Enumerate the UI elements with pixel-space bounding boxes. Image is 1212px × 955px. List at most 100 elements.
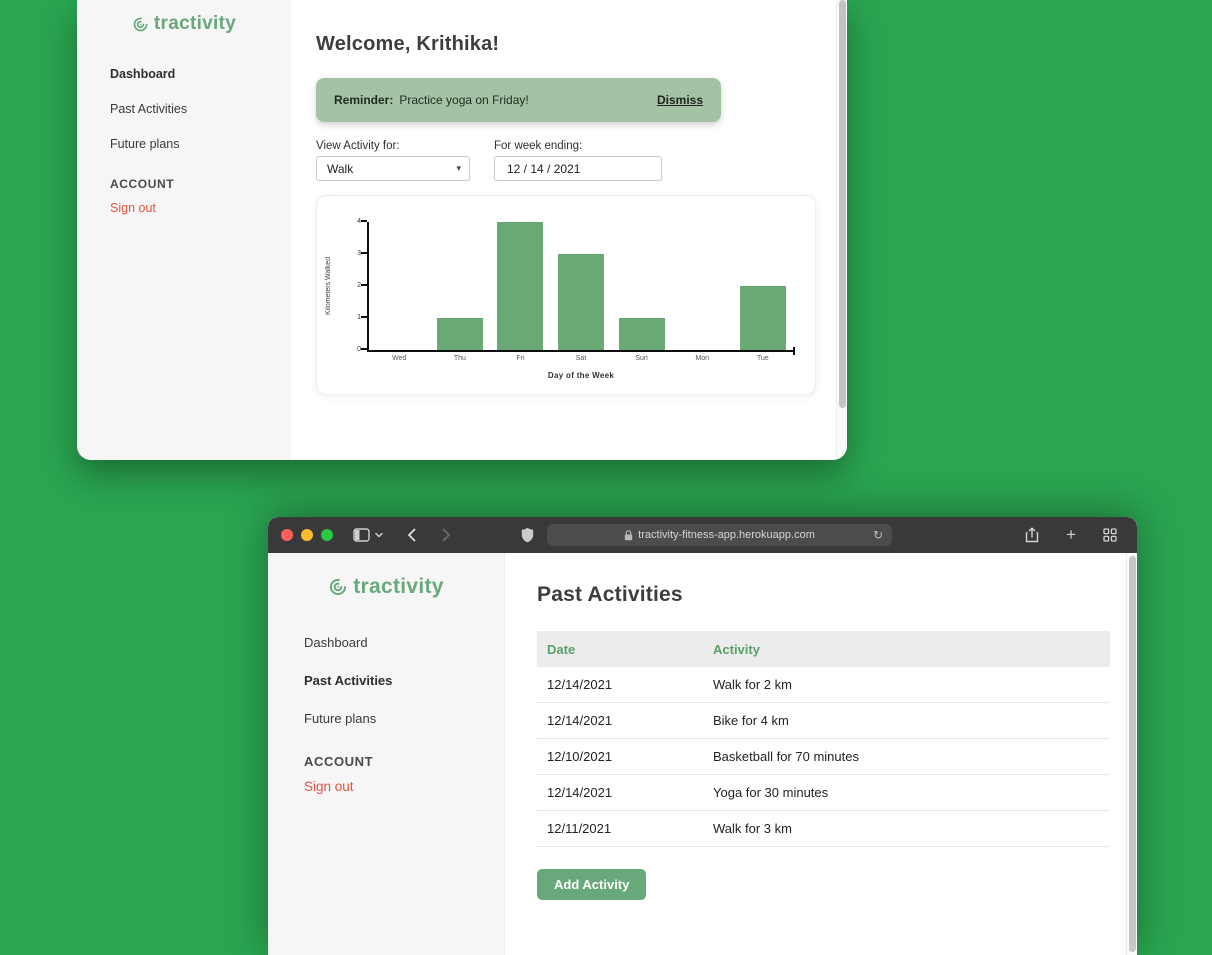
account-heading: ACCOUNT	[304, 754, 374, 769]
add-activity-button[interactable]: Add Activity	[537, 869, 647, 900]
privacy-shield-icon[interactable]	[521, 527, 534, 543]
sign-out-link[interactable]: Sign out	[304, 779, 354, 794]
chart-x-tick-labels: Wed Thu Fri Sat Sun Mon Tue	[369, 355, 793, 362]
minimize-window-button[interactable]	[301, 529, 313, 541]
filter-controls: View Activity for: Walk ▾ For week endin…	[316, 140, 847, 181]
chart-bars	[369, 222, 793, 350]
chart-bar-tue	[732, 222, 793, 350]
past-activities-main: Past Activities Date Activity 12/14/2021…	[505, 553, 1137, 955]
chart-bar-sat	[551, 222, 612, 350]
sidebar-item-dashboard[interactable]: Dashboard	[110, 67, 176, 81]
table-row: 12/11/2021 Walk for 3 km	[537, 811, 1110, 847]
reload-icon[interactable]: ↻	[872, 528, 884, 542]
address-bar[interactable]: tractivity-fitness-app.herokuapp.com ↻	[547, 524, 893, 546]
dashboard-scrollbar-thumb[interactable]	[839, 0, 846, 408]
close-window-button[interactable]	[281, 529, 293, 541]
column-header-activity: Activity	[713, 641, 760, 657]
logo-text: tractivity	[353, 575, 444, 598]
cell-date: 12/10/2021	[547, 749, 613, 764]
tractivity-spiral-icon	[133, 17, 148, 31]
chart-y-tick-label: 4	[357, 218, 361, 225]
url-text: tractivity-fitness-app.herokuapp.com	[638, 529, 815, 541]
sidebar-chevron-down-icon[interactable]	[375, 532, 383, 538]
dashboard-window: tractivity Dashboard Past Activities Fut…	[77, 0, 847, 460]
week-ending-value: 12 / 14 / 2021	[507, 161, 581, 176]
forward-button[interactable]	[442, 528, 451, 542]
chart-x-tick-label: Wed	[392, 355, 407, 362]
back-button[interactable]	[407, 528, 416, 542]
tractivity-logo: tractivity	[77, 13, 291, 35]
chart-bar-thu	[430, 222, 491, 350]
cell-date: 12/14/2021	[547, 713, 613, 728]
activity-select[interactable]: Walk ▾	[316, 156, 470, 181]
table-row: 12/14/2021 Yoga for 30 minutes	[537, 775, 1110, 811]
activity-select-label: View Activity for:	[316, 140, 400, 152]
table-header-row: Date Activity	[537, 631, 1110, 667]
logo-text: tractivity	[153, 13, 237, 34]
chart-y-axis	[367, 222, 369, 352]
chart-y-axis-title: Kilometers Walked	[325, 256, 332, 316]
dashboard-scrollbar[interactable]	[836, 0, 847, 460]
past-activities-table: Date Activity 12/14/2021 Walk for 2 km 1…	[537, 631, 1110, 847]
sidebar-item-past-activities[interactable]: Past Activities	[304, 673, 393, 688]
chart-y-tick-mark	[361, 220, 367, 222]
browser-toolbar: tractivity-fitness-app.herokuapp.com ↻ +	[268, 517, 1137, 553]
browser-viewport: tractivity Dashboard Past Activities Fut…	[268, 553, 1137, 955]
chart-y-tick-mark	[361, 316, 367, 318]
chart-x-axis	[367, 347, 795, 355]
dashboard-main: Welcome, Krithika! Reminder: Practice yo…	[291, 0, 847, 460]
sidebar-nav: Dashboard Past Activities Future plans	[77, 61, 291, 157]
chart-bar-mon	[672, 222, 733, 350]
tab-overview-icon[interactable]	[1103, 528, 1117, 542]
chart-x-tick-label: Sat	[575, 355, 587, 362]
share-icon[interactable]	[1025, 527, 1039, 543]
chart-y-ticks: 0 1 2 3 4	[343, 218, 367, 353]
cell-date: 12/14/2021	[547, 677, 613, 692]
reminder-label: Reminder:	[334, 93, 394, 107]
cell-activity: Yoga for 30 minutes	[713, 785, 829, 800]
cell-activity: Walk for 2 km	[713, 677, 792, 692]
chart-y-tick-mark	[361, 348, 367, 350]
chart-bar-sun	[611, 222, 672, 350]
lock-icon	[624, 529, 633, 540]
cell-activity: Bike for 4 km	[713, 713, 789, 728]
dismiss-link[interactable]: Dismiss	[656, 93, 703, 107]
sign-out-link[interactable]: Sign out	[110, 201, 156, 215]
activity-bar-chart: Kilometers Walked 0 1 2 3 4 Wed Thu Fri Sat Sun M…	[316, 195, 816, 395]
zoom-window-button[interactable]	[321, 529, 333, 541]
sidebar-toggle-icon[interactable]	[353, 528, 370, 542]
tractivity-logo: tractivity	[268, 575, 504, 599]
sidebar-item-future-plans[interactable]: Future plans	[304, 711, 377, 726]
table-row: 12/10/2021 Basketball for 70 minutes	[537, 739, 1110, 775]
sidebar-item-dashboard[interactable]: Dashboard	[304, 635, 368, 650]
page-title: Past Activities	[537, 583, 683, 606]
reminder-message: Practice yoga on Friday!	[399, 93, 529, 107]
browser-scrollbar[interactable]	[1126, 553, 1137, 955]
chart-y-tick-label: 0	[357, 346, 361, 353]
tractivity-spiral-icon	[330, 578, 347, 596]
chart-y-tick-mark	[361, 252, 367, 254]
chart-x-tick-label: Tue	[756, 355, 769, 362]
browser-window: tractivity-fitness-app.herokuapp.com ↻ +	[268, 517, 1137, 955]
chart-bar-fri	[490, 222, 551, 350]
week-ending-input[interactable]: 12 / 14 / 2021	[494, 156, 662, 181]
activity-select-value: Walk	[327, 161, 354, 176]
new-tab-icon[interactable]: +	[1066, 525, 1076, 544]
account-heading: ACCOUNT	[110, 177, 175, 191]
sidebar-item-past-activities[interactable]: Past Activities	[110, 102, 188, 116]
cell-activity: Walk for 3 km	[713, 821, 792, 836]
chart-x-axis-endtick	[793, 347, 795, 355]
chart-bar-wed	[369, 222, 430, 350]
chart-y-tick-label: 3	[357, 250, 361, 257]
dashboard-sidebar: tractivity Dashboard Past Activities Fut…	[77, 0, 291, 460]
app-sidebar: tractivity Dashboard Past Activities Fut…	[268, 553, 505, 955]
chart-y-tick-label: 2	[357, 282, 361, 289]
browser-scrollbar-thumb[interactable]	[1129, 556, 1136, 952]
chevron-down-icon: ▾	[456, 163, 461, 173]
sidebar-item-future-plans[interactable]: Future plans	[110, 137, 180, 151]
window-controls	[281, 529, 333, 541]
cell-activity: Basketball for 70 minutes	[713, 749, 859, 764]
sidebar-nav: Dashboard Past Activities Future plans	[268, 629, 504, 732]
cell-date: 12/14/2021	[547, 785, 613, 800]
activity-select-field: View Activity for: Walk ▾	[316, 140, 470, 181]
